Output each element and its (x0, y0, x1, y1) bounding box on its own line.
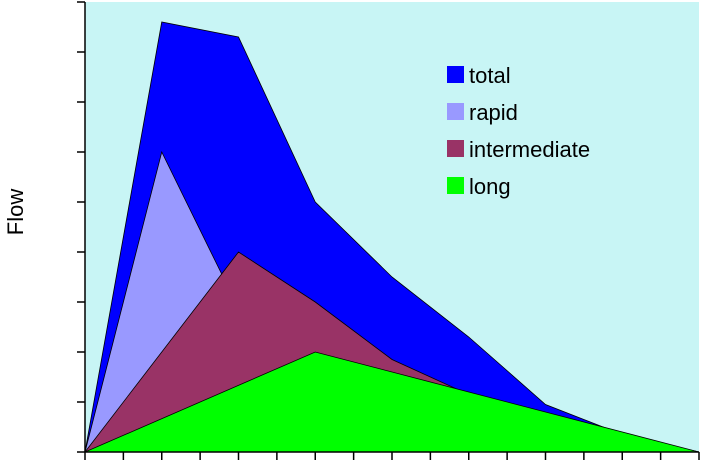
legend-swatch-total (447, 66, 464, 83)
series-areas (84, 21, 700, 453)
legend-swatch-long (447, 177, 464, 194)
legend: total rapid intermediate long (447, 63, 590, 199)
plot-area (77, 1, 700, 460)
y-axis-ticks (77, 1, 85, 453)
legend-swatch-intermediate (447, 140, 464, 157)
y-axis-label: Flow (3, 189, 28, 236)
x-axis-ticks (84, 452, 700, 460)
legend-label-total: total (469, 63, 511, 88)
legend-label-long: long (469, 174, 511, 199)
legend-swatch-rapid (447, 103, 464, 120)
legend-label-rapid: rapid (469, 100, 518, 125)
legend-label-intermediate: intermediate (469, 137, 590, 162)
